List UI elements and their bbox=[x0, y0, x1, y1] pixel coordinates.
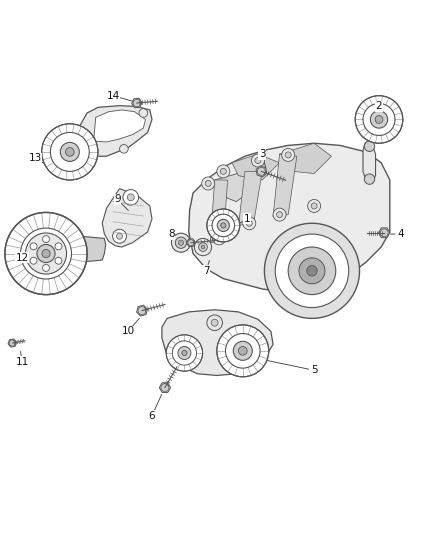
Text: 3: 3 bbox=[259, 149, 265, 159]
Polygon shape bbox=[363, 141, 375, 182]
Circle shape bbox=[194, 238, 212, 256]
Circle shape bbox=[221, 223, 226, 228]
Text: 14: 14 bbox=[106, 91, 120, 101]
Polygon shape bbox=[210, 180, 228, 243]
Polygon shape bbox=[189, 143, 390, 293]
Circle shape bbox=[117, 233, 123, 239]
Polygon shape bbox=[279, 143, 332, 174]
Circle shape bbox=[265, 223, 360, 318]
Circle shape bbox=[42, 249, 50, 257]
Circle shape bbox=[139, 109, 148, 117]
Circle shape bbox=[55, 243, 62, 250]
Circle shape bbox=[355, 96, 403, 143]
Circle shape bbox=[364, 174, 374, 184]
Circle shape bbox=[175, 237, 187, 248]
Circle shape bbox=[37, 245, 55, 263]
Text: 13: 13 bbox=[28, 154, 42, 164]
Circle shape bbox=[251, 154, 265, 167]
Polygon shape bbox=[132, 98, 142, 108]
Circle shape bbox=[311, 203, 317, 209]
Circle shape bbox=[375, 116, 383, 123]
Circle shape bbox=[255, 158, 261, 164]
Circle shape bbox=[171, 233, 191, 252]
Polygon shape bbox=[137, 305, 148, 316]
Text: 7: 7 bbox=[203, 266, 209, 276]
Circle shape bbox=[202, 177, 215, 190]
Circle shape bbox=[282, 149, 295, 161]
Circle shape bbox=[205, 181, 211, 187]
Circle shape bbox=[60, 142, 79, 161]
Text: 1: 1 bbox=[244, 214, 251, 224]
Circle shape bbox=[364, 141, 374, 151]
Polygon shape bbox=[102, 189, 152, 247]
Polygon shape bbox=[232, 154, 279, 180]
Circle shape bbox=[5, 213, 87, 295]
Circle shape bbox=[66, 148, 74, 156]
Circle shape bbox=[207, 209, 240, 242]
Circle shape bbox=[123, 190, 138, 205]
Polygon shape bbox=[76, 236, 106, 262]
Polygon shape bbox=[215, 172, 254, 201]
Circle shape bbox=[233, 341, 252, 360]
Circle shape bbox=[199, 243, 207, 252]
Circle shape bbox=[211, 319, 218, 326]
Circle shape bbox=[42, 236, 49, 243]
Polygon shape bbox=[8, 339, 17, 347]
Circle shape bbox=[42, 124, 98, 180]
Text: 8: 8 bbox=[168, 229, 175, 239]
Circle shape bbox=[246, 220, 252, 227]
Circle shape bbox=[238, 346, 247, 355]
Text: 10: 10 bbox=[122, 326, 135, 336]
Circle shape bbox=[113, 229, 127, 243]
Circle shape bbox=[216, 236, 222, 241]
Circle shape bbox=[217, 325, 269, 377]
Polygon shape bbox=[238, 172, 262, 225]
Circle shape bbox=[30, 243, 37, 250]
Circle shape bbox=[217, 165, 230, 178]
Text: 6: 6 bbox=[148, 411, 155, 421]
Circle shape bbox=[201, 245, 205, 249]
Circle shape bbox=[288, 247, 336, 295]
Polygon shape bbox=[78, 106, 152, 156]
Text: 9: 9 bbox=[114, 195, 121, 205]
Circle shape bbox=[275, 234, 349, 308]
Circle shape bbox=[120, 144, 128, 153]
Polygon shape bbox=[273, 154, 297, 217]
Text: 2: 2 bbox=[376, 101, 382, 111]
Circle shape bbox=[178, 346, 191, 359]
Polygon shape bbox=[187, 239, 195, 247]
Circle shape bbox=[243, 217, 256, 230]
Text: 4: 4 bbox=[397, 229, 404, 239]
Text: 12: 12 bbox=[16, 253, 29, 263]
Circle shape bbox=[25, 233, 67, 274]
Polygon shape bbox=[162, 310, 273, 375]
Circle shape bbox=[55, 257, 62, 264]
Text: 11: 11 bbox=[16, 357, 29, 367]
Circle shape bbox=[299, 258, 325, 284]
Circle shape bbox=[285, 152, 291, 158]
Circle shape bbox=[371, 111, 388, 128]
Circle shape bbox=[273, 208, 286, 221]
Circle shape bbox=[276, 212, 283, 217]
Polygon shape bbox=[159, 383, 170, 392]
Polygon shape bbox=[94, 110, 145, 142]
Circle shape bbox=[307, 199, 321, 213]
Circle shape bbox=[178, 240, 184, 245]
Circle shape bbox=[307, 265, 317, 276]
Circle shape bbox=[166, 335, 202, 371]
Circle shape bbox=[220, 168, 226, 174]
Circle shape bbox=[217, 220, 230, 231]
Circle shape bbox=[127, 194, 134, 201]
Circle shape bbox=[42, 264, 49, 271]
Circle shape bbox=[207, 315, 223, 330]
Polygon shape bbox=[256, 166, 267, 177]
Circle shape bbox=[30, 257, 37, 264]
Circle shape bbox=[212, 232, 226, 245]
Text: 5: 5 bbox=[311, 365, 318, 375]
Circle shape bbox=[182, 350, 187, 356]
Polygon shape bbox=[378, 228, 390, 238]
